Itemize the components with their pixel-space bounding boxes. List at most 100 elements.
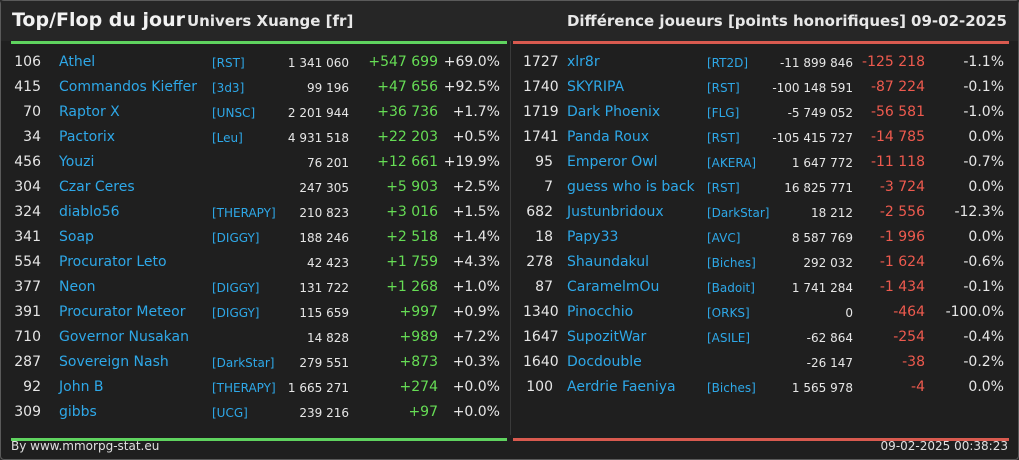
player-score: -100 148 591 [772, 81, 853, 95]
player-rank: 100 [526, 379, 553, 395]
alliance-tag-link[interactable]: [Leu] [212, 131, 243, 145]
player-name-link[interactable]: Procurator Leto [59, 254, 167, 270]
alliance-tag-link[interactable]: [DIGGY] [212, 306, 260, 320]
top-row: 92 John B [THERAPY] 1 665 271 +274 +0.0% [11, 375, 507, 400]
player-rank: 682 [526, 204, 553, 220]
top-row: 456 Youzi 76 201 +12 661 +19.9% [11, 150, 507, 175]
score-difference: +1 759 [386, 254, 438, 270]
alliance-tag-link[interactable]: [AKERA] [707, 156, 757, 170]
alliance-tag-link[interactable]: [RST] [707, 81, 740, 95]
score-difference: +2 518 [386, 229, 438, 245]
player-score: 239 216 [299, 406, 349, 420]
footer-credit: By www.mmorpg-stat.eu [11, 439, 160, 453]
player-score: 210 823 [299, 206, 349, 220]
percent-change: -12.3% [954, 204, 1004, 220]
score-difference: +873 [399, 354, 438, 370]
alliance-tag-link[interactable]: [Biches] [707, 381, 756, 395]
score-difference: -1 624 [879, 254, 925, 270]
player-name-link[interactable]: Raptor X [59, 104, 120, 120]
player-name-link[interactable]: Soap [59, 229, 94, 245]
player-name-link[interactable]: Justunbridoux [567, 204, 664, 220]
alliance-tag-link[interactable]: [AVC] [707, 231, 741, 245]
alliance-tag-link[interactable]: [ORKS] [707, 306, 750, 320]
player-name-link[interactable]: gibbs [59, 404, 97, 420]
header-date: 09-02-2025 [911, 12, 1007, 30]
player-name-link[interactable]: Panda Roux [567, 129, 650, 145]
percent-change: 0.0% [968, 229, 1004, 245]
percent-change: -1.1% [963, 54, 1004, 70]
player-name-link[interactable]: Procurator Meteor [59, 304, 186, 320]
player-score: 1 647 772 [791, 156, 853, 170]
alliance-tag-link[interactable]: [RT2D] [707, 56, 749, 70]
alliance-tag-link[interactable]: [DIGGY] [212, 281, 260, 295]
score-difference: +274 [399, 379, 438, 395]
top-panel: 106 Athel [RST] 1 341 060 +547 699 +69.0% 415 C… [11, 41, 507, 441]
player-name-link[interactable]: Sovereign Nash [59, 354, 169, 370]
player-name-link[interactable]: diablo56 [59, 204, 120, 220]
player-name-link[interactable]: Commandos Kieffer [59, 79, 197, 95]
player-score: 1 741 284 [791, 281, 853, 295]
alliance-tag-link[interactable]: [RST] [707, 181, 740, 195]
score-difference: -4 [911, 379, 925, 395]
player-name-link[interactable]: Youzi [59, 154, 95, 170]
alliance-tag-link[interactable]: [Biches] [707, 256, 756, 270]
top-row: 341 Soap [DIGGY] 188 246 +2 518 +1.4% [11, 225, 507, 250]
player-rank: 391 [14, 304, 41, 320]
player-name-link[interactable]: Pinocchio [567, 304, 634, 320]
universe-label: Univers Xuange [fr] [187, 12, 354, 30]
alliance-tag-link[interactable]: [THERAPY] [212, 206, 276, 220]
alliance-tag-link[interactable]: [3d3] [212, 81, 245, 95]
alliance-tag-link[interactable]: [DarkStar] [212, 356, 275, 370]
player-rank: 324 [14, 204, 41, 220]
player-name-link[interactable]: Governor Nusakan [59, 329, 189, 345]
top-list: 106 Athel [RST] 1 341 060 +547 699 +69.0% 415 C… [11, 50, 507, 425]
alliance-tag-link[interactable]: [THERAPY] [212, 381, 276, 395]
player-rank: 106 [14, 54, 41, 70]
player-name-link[interactable]: CaramelmOu [567, 279, 660, 295]
player-score: 16 825 771 [784, 181, 853, 195]
alliance-tag-link[interactable]: [UCG] [212, 406, 248, 420]
player-name-link[interactable]: xlr8r [567, 54, 600, 70]
player-name-link[interactable]: Docdouble [567, 354, 642, 370]
percent-change: +1.0% [452, 279, 500, 295]
player-rank: 1727 [523, 54, 559, 70]
player-name-link[interactable]: John B [59, 379, 104, 395]
percent-change: -0.1% [963, 279, 1004, 295]
player-name-link[interactable]: Athel [59, 54, 96, 70]
player-name-link[interactable]: Dark Phoenix [567, 104, 661, 120]
alliance-tag-link[interactable]: [Badoit] [707, 281, 755, 295]
percent-change: -0.7% [963, 154, 1004, 170]
alliance-tag-link[interactable]: [DarkStar] [707, 206, 770, 220]
alliance-tag-link[interactable]: [RST] [707, 131, 740, 145]
percent-change: 0.0% [968, 179, 1004, 195]
flop-row: 1640 Docdouble -26 147 -38 -0.2% [513, 350, 1009, 375]
percent-change: +0.5% [452, 129, 500, 145]
player-score: 18 212 [811, 206, 853, 220]
score-difference: +997 [399, 304, 438, 320]
player-score: -62 864 [806, 331, 853, 345]
score-difference: +547 699 [368, 54, 438, 70]
alliance-tag-link[interactable]: [RST] [212, 56, 245, 70]
player-name-link[interactable]: SupozitWar [567, 329, 647, 345]
alliance-tag-link[interactable]: [ASILE] [707, 331, 750, 345]
player-name-link[interactable]: Shaundakul [567, 254, 649, 270]
player-name-link[interactable]: Aerdrie Faeniya [567, 379, 676, 395]
flop-row: 1727 xlr8r [RT2D] -11 899 846 -125 218 -1.1% [513, 50, 1009, 75]
player-name-link[interactable]: Neon [59, 279, 96, 295]
player-name-link[interactable]: Pactorix [59, 129, 116, 145]
percent-change: +0.3% [452, 354, 500, 370]
alliance-tag-link[interactable]: [DIGGY] [212, 231, 260, 245]
player-name-link[interactable]: guess who is back [567, 179, 695, 195]
score-difference: +1 268 [386, 279, 438, 295]
player-rank: 278 [526, 254, 553, 270]
player-name-link[interactable]: Papy33 [567, 229, 619, 245]
alliance-tag-link[interactable]: [FLG] [707, 106, 740, 120]
player-rank: 309 [14, 404, 41, 420]
percent-change: +19.9% [443, 154, 500, 170]
alliance-tag-link[interactable]: [UNSC] [212, 106, 256, 120]
player-rank: 1719 [523, 104, 559, 120]
score-difference: -2 556 [879, 204, 925, 220]
player-name-link[interactable]: SKYRIPA [567, 79, 625, 95]
player-name-link[interactable]: Czar Ceres [59, 179, 135, 195]
player-name-link[interactable]: Emperor Owl [567, 154, 658, 170]
